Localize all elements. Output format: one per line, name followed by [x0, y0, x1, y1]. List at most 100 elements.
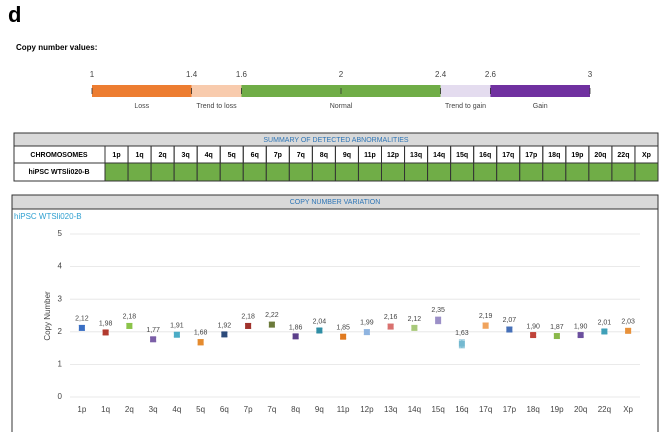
status-cell	[565, 162, 590, 182]
status-cell	[357, 162, 383, 182]
value-label: 2,07	[503, 317, 517, 324]
y-tick-label: 5	[58, 229, 63, 238]
value-label: 2,35	[431, 307, 445, 314]
value-label: 2,16	[384, 314, 398, 321]
column-header: 1q	[135, 152, 143, 159]
y-tick-label: 4	[58, 262, 63, 271]
x-tick-label: 8q	[291, 405, 300, 414]
legend-tick-label: 2	[339, 70, 344, 79]
chart-title: hiPSC WTSli020-B	[14, 212, 82, 221]
value-label: 2,18	[123, 313, 137, 320]
x-tick-label: Xp	[623, 405, 633, 414]
x-tick-label: 20q	[574, 405, 587, 414]
legend-segment-label: Gain	[533, 103, 548, 110]
legend-tick-label: 3	[588, 70, 593, 79]
legend-tick-label: 1.6	[236, 70, 248, 79]
value-label: 2,12	[75, 315, 89, 322]
column-header: 11p	[364, 152, 376, 159]
value-label: 1,63	[455, 330, 469, 337]
point	[316, 327, 323, 334]
point	[601, 328, 608, 335]
point	[411, 324, 418, 331]
column-header: 3q	[182, 152, 190, 159]
status-cell	[404, 162, 429, 182]
column-header: 20q	[594, 152, 606, 159]
legend-segment-label: Trend to gain	[445, 103, 486, 110]
x-tick-label: 1q	[101, 405, 110, 414]
value-label: 1,85	[336, 325, 350, 332]
x-tick-label: 1p	[77, 405, 86, 414]
x-tick-label: 3q	[149, 405, 158, 414]
column-header: 9q	[343, 152, 351, 159]
status-cell	[450, 162, 475, 182]
column-header: 15q	[456, 152, 468, 159]
section-header	[11, 194, 659, 210]
section-title: COPY NUMBER VARIATION	[290, 199, 381, 206]
point	[268, 321, 275, 328]
column-header: 22q	[617, 152, 629, 159]
x-tick-label: 17p	[503, 405, 517, 414]
value-label: 1,91	[170, 323, 184, 330]
x-tick-label: 15q	[431, 405, 444, 414]
status-cell	[288, 162, 313, 182]
legend-segment-label: Trend to loss	[196, 103, 237, 110]
value-label: 2,12	[408, 316, 422, 323]
panel-label: d	[8, 2, 21, 27]
x-tick-label: 17q	[479, 405, 492, 414]
x-tick-label: 5q	[196, 405, 205, 414]
status-cell	[127, 162, 152, 182]
column-header: 13q	[410, 152, 422, 159]
column-header: 7q	[297, 152, 305, 159]
column-header: CHROMOSOMES	[30, 152, 88, 159]
column-header: 5q	[228, 152, 236, 159]
value-label: 1,87	[550, 324, 564, 331]
legend-tick-label: 1.4	[186, 70, 198, 79]
x-tick-label: 9q	[315, 405, 324, 414]
legend-segment	[440, 85, 491, 97]
value-label: 1,90	[526, 323, 540, 330]
point	[506, 326, 513, 333]
y-tick-label: 1	[58, 360, 63, 369]
x-tick-label: 16q	[455, 405, 468, 414]
x-tick-label: 2q	[125, 405, 134, 414]
point	[340, 333, 347, 340]
value-label: 2,19	[479, 313, 493, 320]
status-cell	[634, 162, 659, 182]
point	[245, 322, 252, 329]
column-header: 16q	[479, 152, 491, 159]
status-cell	[104, 162, 129, 182]
value-label: 2,18	[241, 313, 255, 320]
column-header: 12p	[387, 152, 399, 159]
legend-segment	[92, 85, 192, 97]
x-tick-label: 14q	[408, 405, 421, 414]
status-cell	[265, 162, 290, 182]
value-label: 1,92	[218, 322, 232, 329]
value-label: 2,03	[621, 319, 635, 326]
legend-tick-label: 1	[90, 70, 95, 79]
x-tick-label: 6q	[220, 405, 229, 414]
legend-segment	[490, 85, 590, 97]
value-label: 2,22	[265, 312, 279, 319]
value-label: 2,01	[598, 319, 612, 326]
x-tick-label: 4q	[172, 405, 181, 414]
status-cell	[427, 162, 452, 182]
point	[363, 329, 370, 336]
column-header: 2q	[159, 152, 167, 159]
status-cell	[542, 162, 567, 182]
point	[292, 333, 299, 340]
x-tick-label: 7q	[267, 405, 276, 414]
legend-segment-label: Loss	[134, 103, 149, 110]
x-tick-label: 11p	[337, 405, 350, 414]
column-header: 1p	[112, 152, 120, 159]
point	[78, 324, 85, 331]
point	[197, 339, 204, 346]
x-tick-label: 12p	[360, 405, 374, 414]
y-axis-label: Copy Number	[43, 291, 52, 341]
status-cell	[473, 162, 498, 182]
column-header: 18q	[548, 152, 560, 159]
column-header: 8q	[320, 152, 328, 159]
column-header: 7p	[274, 152, 282, 159]
status-cell	[588, 162, 613, 182]
legend-segment-label: Normal	[330, 103, 353, 110]
row-label: hiPSC WTSli020-B	[28, 169, 89, 176]
